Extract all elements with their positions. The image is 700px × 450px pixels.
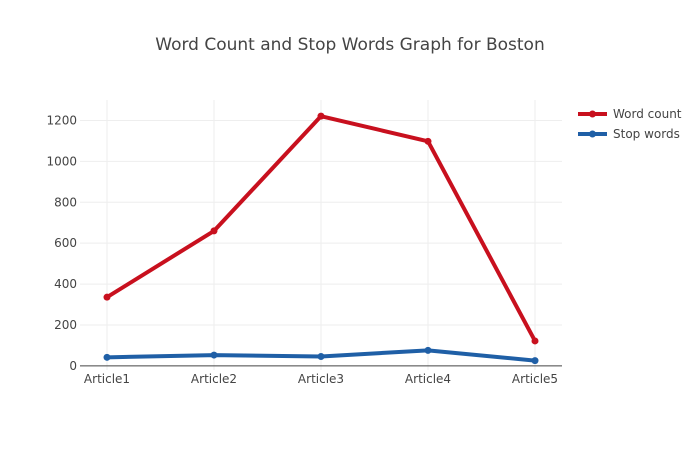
data-point[interactable]: [531, 357, 539, 365]
legend-item[interactable]: Word count: [578, 107, 682, 121]
y-tick-label: 400: [54, 277, 77, 291]
data-point[interactable]: [531, 337, 539, 345]
data-point[interactable]: [424, 346, 432, 354]
grid: [80, 100, 562, 370]
legend-swatch-marker: [589, 110, 596, 118]
legend-label: Stop words: [613, 127, 680, 141]
x-tick-label: Article4: [405, 372, 451, 386]
axes: 0 200 400 600 800 1000 1200 Article1 Article2 Art…: [46, 113, 562, 386]
series-stop-words: [103, 346, 539, 365]
data-point[interactable]: [210, 351, 218, 359]
chart-title: Word Count and Stop Words Graph for Bost…: [155, 35, 544, 55]
data-point[interactable]: [317, 353, 325, 360]
y-tick-label: 200: [54, 318, 77, 332]
y-tick-label: 800: [54, 195, 77, 209]
data-point[interactable]: [210, 227, 218, 235]
y-tick-label: 1200: [46, 113, 77, 127]
data-point[interactable]: [424, 137, 432, 145]
y-tick-label: 1000: [46, 154, 77, 168]
x-tick-label: Article1: [84, 372, 130, 386]
legend-label: Word count: [613, 107, 682, 121]
x-tick-label: Article5: [512, 372, 558, 386]
y-tick-label: 600: [54, 236, 77, 250]
series: [103, 112, 539, 365]
data-point[interactable]: [103, 353, 111, 361]
data-point[interactable]: [317, 112, 325, 120]
x-tick-label: Article2: [191, 372, 237, 386]
legend-item[interactable]: Stop words: [578, 127, 680, 141]
x-tick-label: Article3: [298, 372, 344, 386]
series-word-count: [103, 112, 539, 345]
legend-swatch-marker: [589, 130, 596, 138]
data-point[interactable]: [103, 293, 111, 301]
legend[interactable]: Word count Stop words: [578, 107, 682, 141]
y-tick-label: 0: [69, 359, 77, 373]
